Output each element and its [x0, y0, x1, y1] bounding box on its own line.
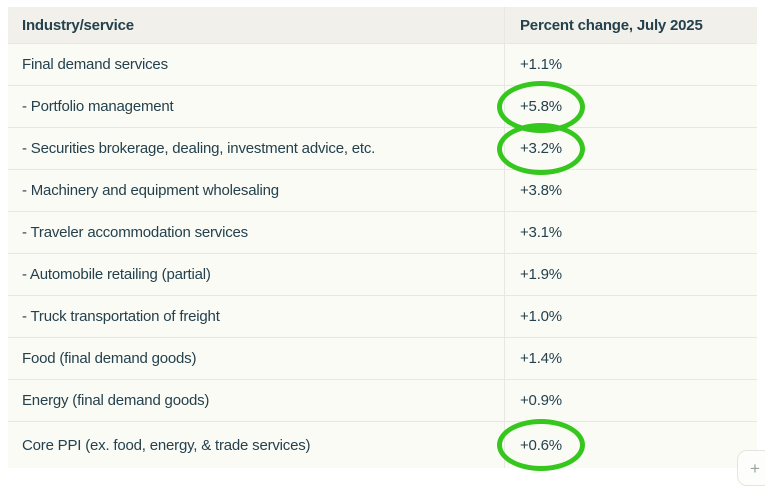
- table-row: Final demand services +1.1%: [8, 44, 757, 86]
- table-row: Energy (final demand goods) +0.9%: [8, 380, 757, 422]
- value-cell: +1.0%: [505, 296, 757, 337]
- value-cell: +3.1%: [505, 212, 757, 253]
- percent-value: +3.1%: [520, 224, 562, 241]
- percent-value: +0.6%: [520, 436, 562, 454]
- table-row: - Traveler accommodation services +3.1%: [8, 212, 757, 254]
- value-wrap: +0.9%: [520, 392, 562, 409]
- industry-cell: Core PPI (ex. food, energy, & trade serv…: [8, 422, 505, 468]
- value-wrap: +1.1%: [520, 56, 562, 73]
- percent-value: +1.0%: [520, 308, 562, 325]
- ppi-percent-change-table: Industry/service Percent change, July 20…: [8, 7, 757, 471]
- value-cell: +5.8%: [496, 80, 757, 133]
- table-row: - Securities brokerage, dealing, investm…: [8, 122, 757, 175]
- value-wrap: +1.0%: [520, 308, 562, 325]
- column-header-percent-change: Percent change, July 2025: [520, 16, 703, 34]
- industry-cell: Energy (final demand goods): [8, 380, 505, 421]
- value-cell: +0.6%: [496, 419, 757, 471]
- value-cell: +1.4%: [505, 338, 757, 379]
- value-wrap: +3.1%: [520, 224, 562, 241]
- table-row: - Automobile retailing (partial) +1.9%: [8, 254, 757, 296]
- value-cell: +1.1%: [505, 44, 757, 85]
- column-header-industry-service: Industry/service: [8, 7, 505, 43]
- percent-value: +1.4%: [520, 350, 562, 367]
- value-wrap: +0.6%: [496, 419, 585, 471]
- table-row: Core PPI (ex. food, energy, & trade serv…: [8, 419, 757, 471]
- table-row: - Portfolio management +5.8%: [8, 80, 757, 133]
- plus-icon: +: [750, 458, 760, 478]
- industry-cell: - Truck transportation of freight: [8, 296, 505, 337]
- value-wrap: +1.4%: [520, 350, 562, 367]
- value-wrap: +3.2%: [496, 122, 585, 175]
- percent-value: +1.9%: [520, 266, 562, 283]
- table-header-row: Industry/service Percent change, July 20…: [8, 7, 757, 44]
- value-cell: +3.8%: [505, 170, 757, 211]
- expand-button[interactable]: +: [737, 450, 765, 486]
- value-wrap: +5.8%: [496, 80, 585, 133]
- value-wrap: +3.8%: [520, 182, 562, 199]
- industry-cell: - Automobile retailing (partial): [8, 254, 505, 295]
- industry-cell: - Portfolio management: [8, 86, 505, 127]
- industry-cell: - Machinery and equipment wholesaling: [8, 170, 505, 211]
- industry-cell: - Securities brokerage, dealing, investm…: [8, 128, 505, 169]
- value-cell: +0.9%: [505, 380, 757, 421]
- percent-value: +3.2%: [520, 140, 562, 157]
- value-cell: +3.2%: [496, 122, 757, 175]
- industry-cell: - Traveler accommodation services: [8, 212, 505, 253]
- table-row: - Truck transportation of freight +1.0%: [8, 296, 757, 338]
- value-cell: +1.9%: [505, 254, 757, 295]
- value-wrap: +1.9%: [520, 266, 562, 283]
- table-row: - Machinery and equipment wholesaling +3…: [8, 170, 757, 212]
- table-row: Food (final demand goods) +1.4%: [8, 338, 757, 380]
- percent-value: +3.8%: [520, 182, 562, 199]
- percent-value: +5.8%: [520, 98, 562, 115]
- industry-cell: Final demand services: [8, 44, 505, 85]
- percent-value: +0.9%: [520, 392, 562, 409]
- percent-value: +1.1%: [520, 56, 562, 73]
- industry-cell: Food (final demand goods): [8, 338, 505, 379]
- table-body: Final demand services +1.1% - Portfolio …: [8, 44, 757, 471]
